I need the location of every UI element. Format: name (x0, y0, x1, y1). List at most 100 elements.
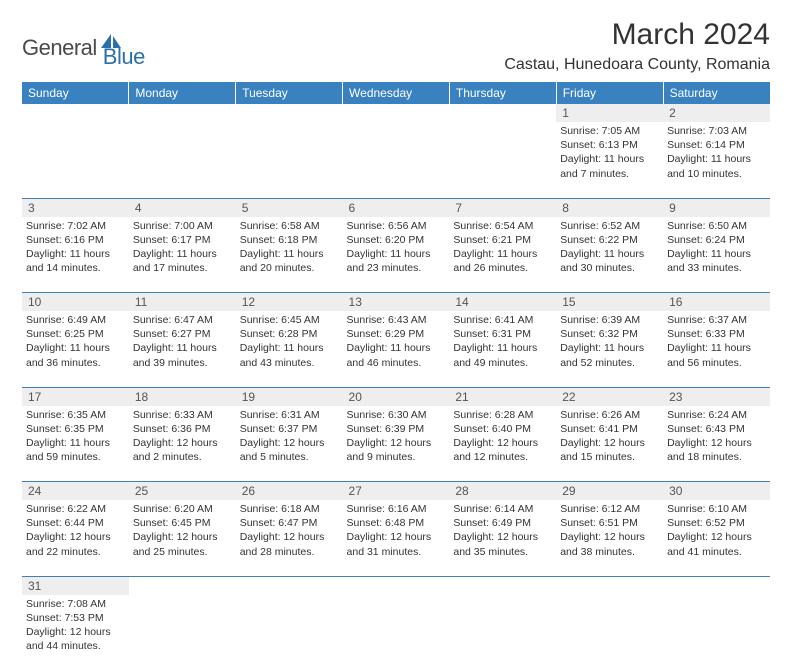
sunset-line: Sunset: 7:53 PM (26, 611, 125, 625)
sunset-line: Sunset: 6:48 PM (347, 516, 446, 530)
day-cell: Sunrise: 6:22 AMSunset: 6:44 PMDaylight:… (22, 500, 129, 576)
sunset-line: Sunset: 6:37 PM (240, 422, 339, 436)
day-number-cell: 4 (129, 198, 236, 217)
day-details: Sunrise: 6:37 AMSunset: 6:33 PMDaylight:… (667, 313, 766, 370)
daylight-line: Daylight: 11 hours and 30 minutes. (560, 247, 659, 275)
daylight-line: Daylight: 11 hours and 23 minutes. (347, 247, 446, 275)
calendar-table: SundayMondayTuesdayWednesdayThursdayFrid… (22, 82, 770, 671)
day-cell: Sunrise: 6:47 AMSunset: 6:27 PMDaylight:… (129, 311, 236, 387)
day-number-cell: 13 (343, 293, 450, 312)
day-details: Sunrise: 6:10 AMSunset: 6:52 PMDaylight:… (667, 502, 766, 559)
sunset-line: Sunset: 6:44 PM (26, 516, 125, 530)
title-block: March 2024 Castau, Hunedoara County, Rom… (504, 18, 770, 74)
sunset-line: Sunset: 6:33 PM (667, 327, 766, 341)
day-cell (343, 122, 450, 198)
sunrise-line: Sunrise: 6:41 AM (453, 313, 552, 327)
day-number-cell (556, 576, 663, 595)
day-number-row: 3456789 (22, 198, 770, 217)
sunrise-line: Sunrise: 6:45 AM (240, 313, 339, 327)
sunrise-line: Sunrise: 6:14 AM (453, 502, 552, 516)
sunset-line: Sunset: 6:52 PM (667, 516, 766, 530)
day-cell: Sunrise: 6:14 AMSunset: 6:49 PMDaylight:… (449, 500, 556, 576)
day-details: Sunrise: 7:02 AMSunset: 6:16 PMDaylight:… (26, 219, 125, 276)
sunrise-line: Sunrise: 7:03 AM (667, 124, 766, 138)
day-number-cell: 31 (22, 576, 129, 595)
day-number-cell: 5 (236, 198, 343, 217)
day-details: Sunrise: 7:00 AMSunset: 6:17 PMDaylight:… (133, 219, 232, 276)
day-cell: Sunrise: 6:16 AMSunset: 6:48 PMDaylight:… (343, 500, 450, 576)
sunrise-line: Sunrise: 6:30 AM (347, 408, 446, 422)
day-number-cell (236, 576, 343, 595)
day-number-cell: 29 (556, 482, 663, 501)
day-cell (449, 122, 556, 198)
daylight-line: Daylight: 11 hours and 26 minutes. (453, 247, 552, 275)
day-cell (22, 122, 129, 198)
sunrise-line: Sunrise: 6:49 AM (26, 313, 125, 327)
daylight-line: Daylight: 11 hours and 46 minutes. (347, 341, 446, 369)
day-details: Sunrise: 6:56 AMSunset: 6:20 PMDaylight:… (347, 219, 446, 276)
sunset-line: Sunset: 6:18 PM (240, 233, 339, 247)
sunset-line: Sunset: 6:35 PM (26, 422, 125, 436)
day-details: Sunrise: 7:08 AMSunset: 7:53 PMDaylight:… (26, 597, 125, 654)
day-cell: Sunrise: 6:28 AMSunset: 6:40 PMDaylight:… (449, 406, 556, 482)
day-number-cell: 1 (556, 104, 663, 122)
day-number-row: 10111213141516 (22, 293, 770, 312)
day-number-cell: 15 (556, 293, 663, 312)
day-cell (663, 595, 770, 671)
logo-text-general: General (22, 35, 97, 61)
day-number-cell: 25 (129, 482, 236, 501)
day-cell: Sunrise: 6:56 AMSunset: 6:20 PMDaylight:… (343, 217, 450, 293)
day-number-cell: 26 (236, 482, 343, 501)
day-number-cell (449, 576, 556, 595)
daylight-line: Daylight: 11 hours and 52 minutes. (560, 341, 659, 369)
sunset-line: Sunset: 6:49 PM (453, 516, 552, 530)
sunset-line: Sunset: 6:25 PM (26, 327, 125, 341)
day-number-row: 17181920212223 (22, 387, 770, 406)
day-details: Sunrise: 6:58 AMSunset: 6:18 PMDaylight:… (240, 219, 339, 276)
day-number-cell (343, 576, 450, 595)
daylight-line: Daylight: 12 hours and 22 minutes. (26, 530, 125, 558)
day-details: Sunrise: 6:49 AMSunset: 6:25 PMDaylight:… (26, 313, 125, 370)
sunset-line: Sunset: 6:22 PM (560, 233, 659, 247)
sunrise-line: Sunrise: 6:18 AM (240, 502, 339, 516)
day-content-row: Sunrise: 7:08 AMSunset: 7:53 PMDaylight:… (22, 595, 770, 671)
day-details: Sunrise: 6:16 AMSunset: 6:48 PMDaylight:… (347, 502, 446, 559)
daylight-line: Daylight: 12 hours and 28 minutes. (240, 530, 339, 558)
day-number-cell (22, 104, 129, 122)
day-number-cell: 20 (343, 387, 450, 406)
weekday-header: Thursday (449, 82, 556, 104)
day-cell: Sunrise: 6:58 AMSunset: 6:18 PMDaylight:… (236, 217, 343, 293)
day-cell: Sunrise: 6:43 AMSunset: 6:29 PMDaylight:… (343, 311, 450, 387)
day-details: Sunrise: 6:33 AMSunset: 6:36 PMDaylight:… (133, 408, 232, 465)
sunrise-line: Sunrise: 6:54 AM (453, 219, 552, 233)
daylight-line: Daylight: 12 hours and 2 minutes. (133, 436, 232, 464)
day-number-row: 24252627282930 (22, 482, 770, 501)
sunset-line: Sunset: 6:29 PM (347, 327, 446, 341)
sunrise-line: Sunrise: 6:20 AM (133, 502, 232, 516)
sunset-line: Sunset: 6:27 PM (133, 327, 232, 341)
sunset-line: Sunset: 6:51 PM (560, 516, 659, 530)
sunrise-line: Sunrise: 6:50 AM (667, 219, 766, 233)
day-cell: Sunrise: 6:54 AMSunset: 6:21 PMDaylight:… (449, 217, 556, 293)
day-content-row: Sunrise: 6:22 AMSunset: 6:44 PMDaylight:… (22, 500, 770, 576)
day-details: Sunrise: 7:03 AMSunset: 6:14 PMDaylight:… (667, 124, 766, 181)
day-number-cell: 9 (663, 198, 770, 217)
day-details: Sunrise: 7:05 AMSunset: 6:13 PMDaylight:… (560, 124, 659, 181)
daylight-line: Daylight: 12 hours and 25 minutes. (133, 530, 232, 558)
daylight-line: Daylight: 12 hours and 18 minutes. (667, 436, 766, 464)
day-details: Sunrise: 6:22 AMSunset: 6:44 PMDaylight:… (26, 502, 125, 559)
sunset-line: Sunset: 6:40 PM (453, 422, 552, 436)
day-number-row: 12 (22, 104, 770, 122)
sunset-line: Sunset: 6:24 PM (667, 233, 766, 247)
day-cell: Sunrise: 6:31 AMSunset: 6:37 PMDaylight:… (236, 406, 343, 482)
sunset-line: Sunset: 6:31 PM (453, 327, 552, 341)
day-details: Sunrise: 6:43 AMSunset: 6:29 PMDaylight:… (347, 313, 446, 370)
sunset-line: Sunset: 6:17 PM (133, 233, 232, 247)
day-cell: Sunrise: 6:24 AMSunset: 6:43 PMDaylight:… (663, 406, 770, 482)
day-number-cell (129, 576, 236, 595)
daylight-line: Daylight: 11 hours and 7 minutes. (560, 152, 659, 180)
weekday-header: Tuesday (236, 82, 343, 104)
logo-text-blue: Blue (103, 26, 145, 70)
day-number-cell: 14 (449, 293, 556, 312)
day-number-cell: 23 (663, 387, 770, 406)
